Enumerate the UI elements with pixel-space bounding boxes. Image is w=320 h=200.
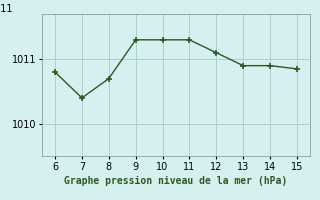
X-axis label: Graphe pression niveau de la mer (hPa): Graphe pression niveau de la mer (hPa) <box>64 176 288 186</box>
Text: 1011: 1011 <box>0 4 13 14</box>
